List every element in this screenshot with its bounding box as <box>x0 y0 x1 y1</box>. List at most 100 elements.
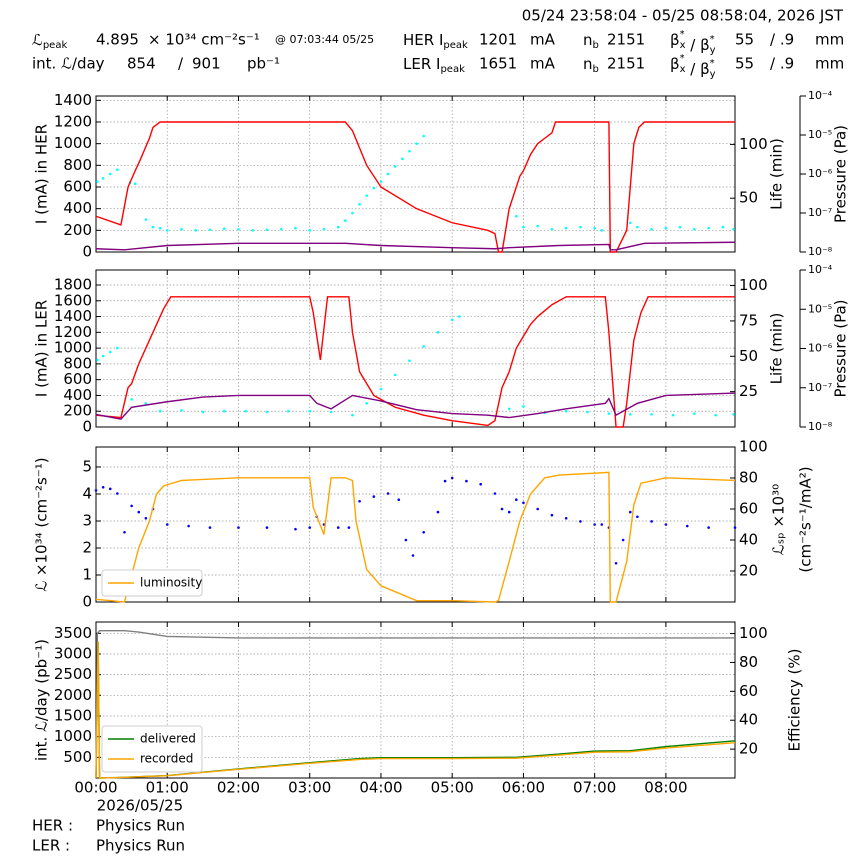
text-part: HER I <box>403 31 443 49</box>
header-item: 2151 <box>607 55 645 73</box>
text-part: LER I <box>403 55 440 73</box>
scatter-point <box>308 409 312 413</box>
scatter-point <box>144 517 148 520</box>
x-tick-label: 03:00 <box>288 779 331 797</box>
legend-label: delivered <box>140 732 196 746</box>
y-tick-label: 1000 <box>54 134 92 152</box>
y-axis-label: I (mA) in HER <box>33 124 51 224</box>
text-part: ℒ <box>32 31 43 49</box>
time-range: 05/24 23:58:04 - 05/25 08:58:04, 2026 JS… <box>522 7 844 25</box>
scatter-point <box>379 387 383 391</box>
scatter-point <box>500 507 504 511</box>
y2-tick-label: 60 <box>739 500 758 518</box>
series-group <box>95 629 736 779</box>
y-tick-label: 500 <box>63 748 92 766</box>
header-item: HER Ipeak <box>403 31 468 52</box>
y3-tick-label: 10⁻⁶ <box>808 342 833 355</box>
y3-axis-label: Pressure (Pa) <box>832 299 850 397</box>
scatter-point <box>450 318 454 322</box>
y3-tick-label: 10⁻⁴ <box>808 89 833 102</box>
header-item: 1201 <box>479 31 517 49</box>
scatter-point <box>372 186 376 190</box>
scatter-point <box>579 520 582 523</box>
scatter-point <box>372 495 376 498</box>
y2-tick-label: 100 <box>739 438 768 456</box>
y2-tick-label: 100 <box>739 624 768 642</box>
header-item: pb⁻¹ <box>247 55 280 73</box>
x-tick-label: 04:00 <box>359 779 402 797</box>
header-item: 901 <box>192 55 221 73</box>
series-line <box>95 629 735 779</box>
scatter-point <box>180 409 183 412</box>
header-item: ℒpeak <box>32 31 67 52</box>
scatter-point <box>522 225 525 229</box>
y-axis-label: ℒ ×10³⁴ (cm⁻²s⁻¹) <box>33 457 51 591</box>
scatter-point <box>365 402 369 405</box>
scatter-point <box>144 402 148 405</box>
scatter-point <box>108 172 112 176</box>
scatter-point <box>101 177 105 180</box>
scatter-point <box>593 226 596 230</box>
scatter-point <box>479 482 482 486</box>
text-part: n <box>583 55 593 73</box>
series-line <box>95 241 736 251</box>
scatter-point <box>564 409 568 413</box>
scatter-point <box>693 227 696 231</box>
scatter-point <box>294 527 297 531</box>
scatter-point <box>507 407 511 411</box>
scatter-point <box>593 523 596 526</box>
y2-tick-label: 25 <box>739 382 758 400</box>
y3-tick-label: 10⁻⁸ <box>808 420 833 433</box>
scatter-point <box>422 134 425 138</box>
text-part: / β <box>686 60 710 78</box>
scatter-point <box>144 218 148 221</box>
scatter-point <box>130 504 133 508</box>
header-item: / .9 <box>770 31 794 49</box>
scatter-point <box>96 358 99 362</box>
scatter-point <box>458 315 461 318</box>
header-item: nb <box>583 55 599 76</box>
scatter-point <box>358 499 361 503</box>
y-tick-label: 1000 <box>54 727 92 745</box>
scatter-point <box>137 510 141 514</box>
subscript: peak <box>443 40 468 51</box>
y-tick-label: 1000 <box>54 339 92 357</box>
scatter-point <box>493 492 497 495</box>
header-item: × 10³⁴ cm⁻²s⁻¹ <box>148 31 260 49</box>
scatter-point <box>130 398 133 401</box>
y-tick-label: 0 <box>82 243 92 261</box>
superscript: * <box>680 53 685 64</box>
y2-axis-label: Life (min) <box>768 138 786 210</box>
footer-ring: HER : <box>32 817 73 835</box>
header-item: 55 <box>735 31 754 49</box>
y2-tick-label: 80 <box>739 469 758 487</box>
scatter-point <box>707 526 710 529</box>
scatter-point <box>94 489 98 492</box>
y-tick-label: 800 <box>63 354 92 372</box>
scatter-point <box>415 142 418 145</box>
scatter-point <box>586 410 589 414</box>
scatter-point <box>344 219 347 222</box>
superscript: * <box>710 34 715 45</box>
scatter-point <box>158 409 162 413</box>
y3-tick-label: 10⁻⁵ <box>808 302 832 315</box>
scatter-point <box>522 501 525 505</box>
header-item: 4.895 <box>96 31 139 49</box>
superscript: * <box>680 29 685 40</box>
scatter-point <box>294 226 297 230</box>
y2-tick-label: 20 <box>739 740 758 758</box>
scatter-point <box>365 194 369 197</box>
scatter-point <box>393 165 397 168</box>
subscript: x <box>680 64 686 75</box>
y-tick-label: 1400 <box>54 307 92 325</box>
subscript: b <box>593 64 599 75</box>
y-tick-label: 1800 <box>54 275 92 293</box>
series-line <box>95 471 736 603</box>
scatter-point <box>158 226 162 230</box>
header-item: 854 <box>127 55 156 73</box>
y-tick-label: 1500 <box>54 706 92 724</box>
legend-label: recorded <box>140 752 193 766</box>
scatter-point <box>347 526 351 529</box>
legend-box <box>101 725 203 773</box>
